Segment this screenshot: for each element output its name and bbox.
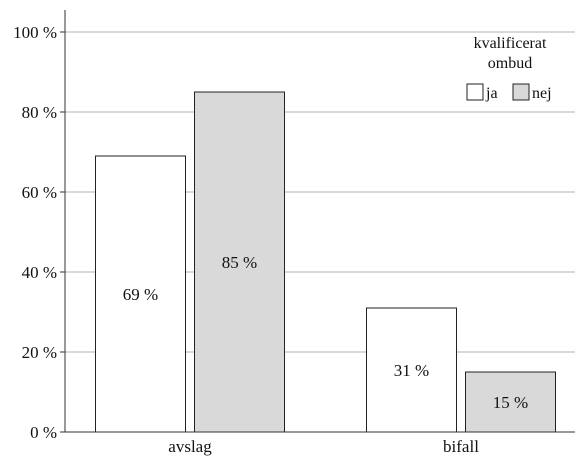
y-tick-label: 0 % [30,423,57,442]
bars [95,91,556,433]
y-tick-label: 20 % [22,343,57,362]
data-label-avslag-nej: 85 % [222,253,257,272]
bar-bifall-nej [465,371,556,433]
legend-title-line-1: kvalificerat [474,35,547,52]
y-tick-label: 100 % [13,23,57,42]
bar-avslag-ja [95,155,186,433]
data-labels: 69 % 85 % 31 % 15 % [123,253,528,412]
data-label-avslag-ja: 69 % [123,285,158,304]
y-tick-label: 40 % [22,263,57,282]
legend-title-line-2: ombud [488,55,532,72]
data-label-bifall-nej: 15 % [493,393,528,412]
legend-swatch-nej [512,83,530,101]
legend-swatch-ja [466,83,484,101]
bar-avslag-nej [194,91,285,433]
x-category-label: avslag [168,437,212,456]
x-category-label: bifall [443,437,479,456]
legend-label-ja: ja [485,85,498,102]
data-label-bifall-ja: 31 % [394,361,429,380]
legend: kvalificerat ombud ja nej [466,35,552,102]
y-tick-label: 60 % [22,183,57,202]
bar-bifall-ja [366,307,457,433]
axes: 0 % 20 % 40 % 60 % 80 % 100 % avslag bifall [13,10,575,456]
y-tick-label: 80 % [22,103,57,122]
legend-label-nej: nej [532,85,552,102]
